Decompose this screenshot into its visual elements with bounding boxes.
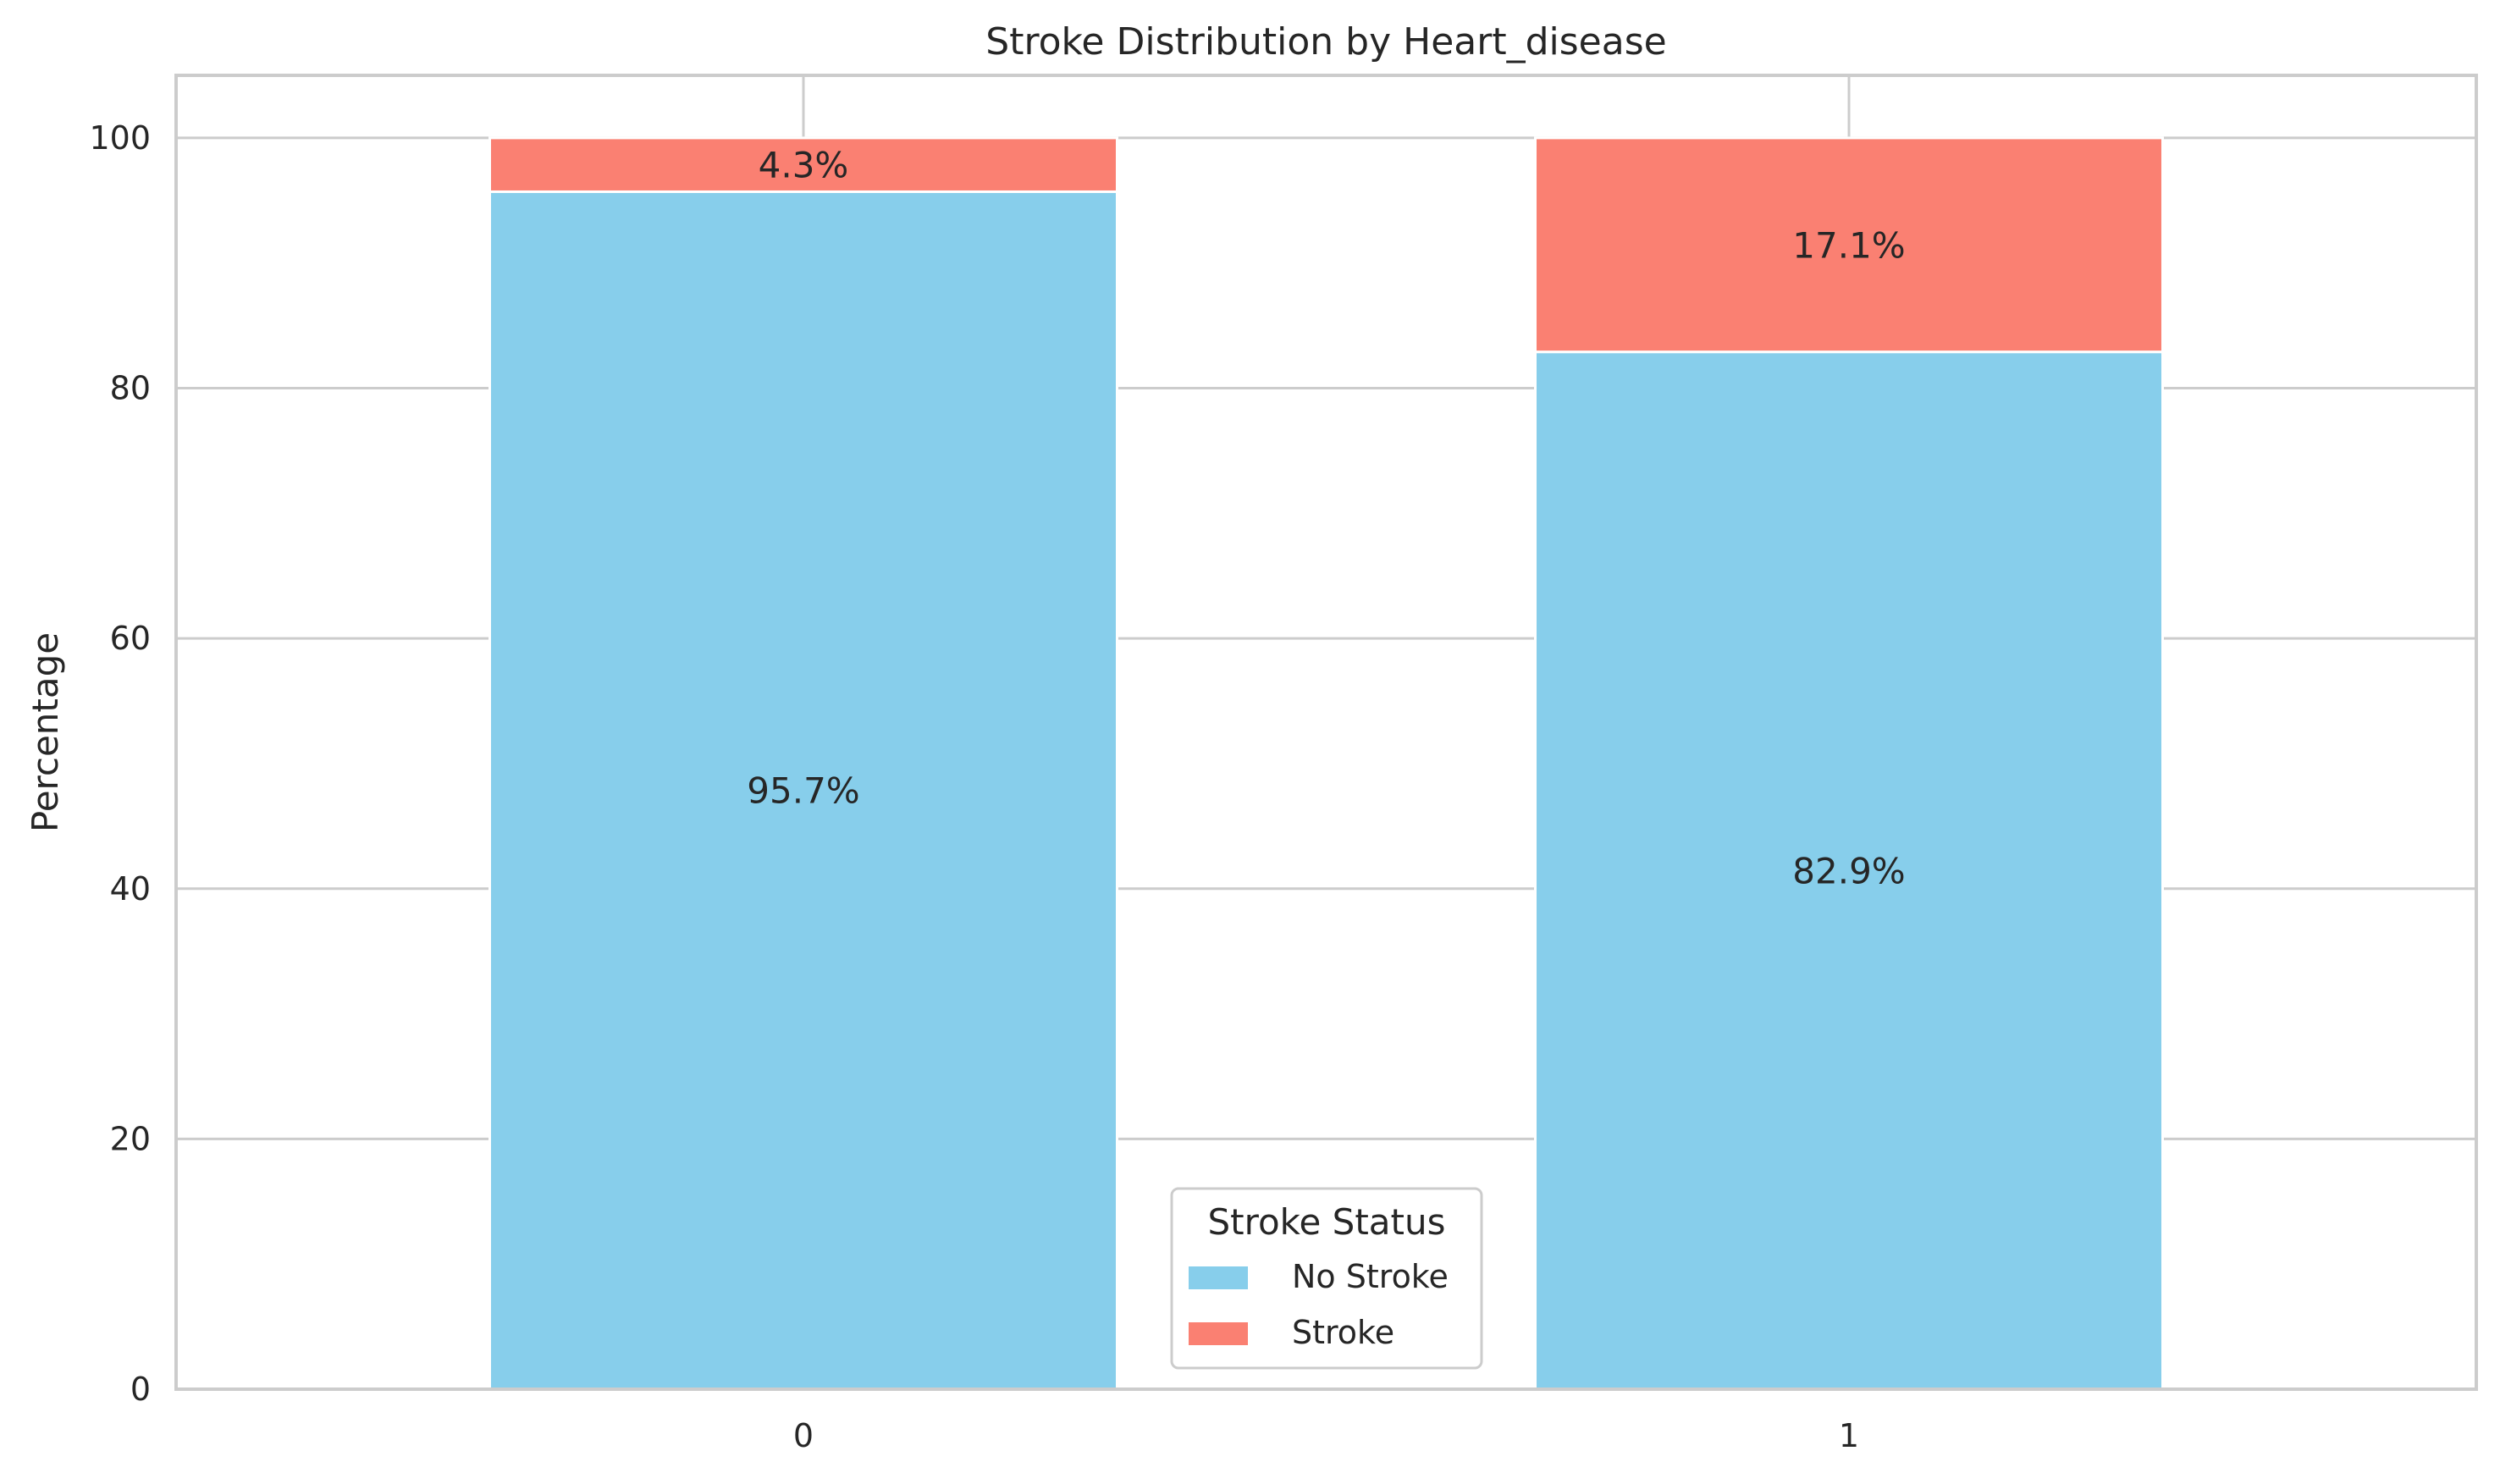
legend: Stroke Status No Stroke Stroke — [1170, 1187, 1483, 1370]
legend-entry: No Stroke — [1292, 1258, 1449, 1295]
bars — [488, 136, 2164, 1391]
y-tick-label: 100 — [89, 119, 151, 157]
y-tick-label: 0 — [130, 1371, 151, 1408]
legend-swatch — [1189, 1322, 1248, 1345]
data-labels: 95.7% 4.3% 82.9% 17.1% — [747, 145, 1905, 892]
data-label: 82.9% — [1792, 850, 1905, 891]
y-axis-label: Percentage — [25, 632, 66, 832]
legend-title: Stroke Status — [1207, 1201, 1445, 1243]
bar-stroke — [1534, 136, 2164, 354]
data-label: 95.7% — [747, 770, 859, 812]
chart-title: Stroke Distribution by Heart_disease — [985, 20, 1666, 63]
y-tick-label: 80 — [110, 370, 151, 407]
y-tick-label: 60 — [110, 620, 151, 657]
plot-frame — [174, 74, 2478, 1391]
legend-swatch — [1189, 1266, 1248, 1289]
x-tick-label: 1 — [1839, 1417, 1859, 1454]
bar-no-stroke — [1534, 350, 2164, 1391]
data-label: 17.1% — [1792, 224, 1905, 266]
axis-ticks: 0 20 40 60 80 100 0 1 — [89, 119, 1859, 1454]
legend-entry: Stroke — [1292, 1314, 1394, 1351]
legend-box — [1170, 1187, 1483, 1370]
x-tick-label: 0 — [793, 1417, 814, 1454]
y-tick-label: 20 — [110, 1120, 151, 1157]
bar-stroke — [488, 136, 1118, 193]
y-tick-label: 40 — [110, 870, 151, 908]
data-label: 4.3% — [759, 145, 849, 186]
